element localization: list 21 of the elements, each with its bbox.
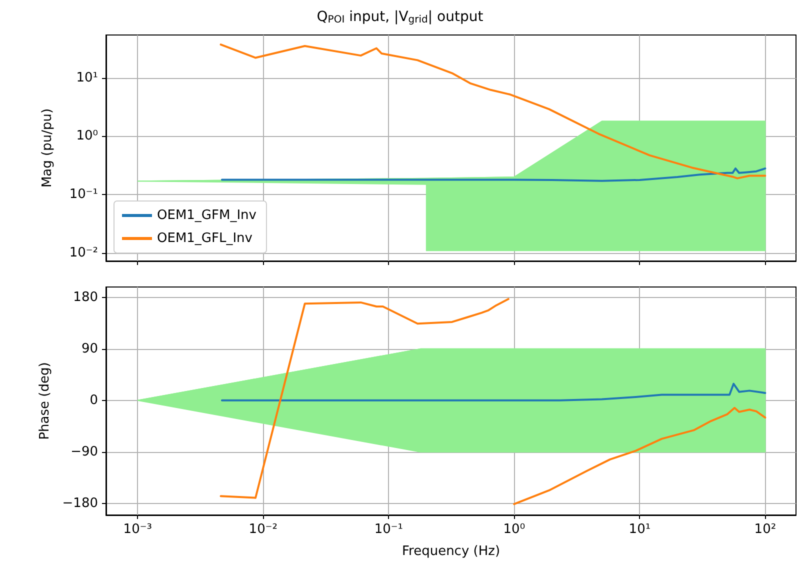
x-axis-title: Frequency (Hz): [402, 544, 500, 559]
x-tick-label: 10⁰: [503, 522, 526, 537]
legend-label: OEM1_GFM_Inv: [157, 208, 257, 223]
y-tick-label: 10¹: [76, 70, 98, 86]
x-tick-label: 10⁻³: [123, 522, 152, 537]
y-tick-label: 10⁻¹: [69, 187, 98, 202]
y-tick-label: 10⁰: [76, 128, 98, 144]
y-axis-title: Phase (deg): [37, 362, 52, 440]
legend-label: OEM1_GFL_Inv: [157, 231, 253, 246]
y-tick-label: −180: [62, 496, 98, 512]
y-tick-label: 180: [73, 290, 98, 305]
y-axis-title: Mag (pu/pu): [40, 108, 55, 188]
chart-title: QPOI input, |Vgrid| output: [316, 9, 484, 26]
x-tick-label: 10²: [754, 522, 776, 537]
y-tick-label: 0: [90, 392, 98, 408]
y-tick-label: 10⁻²: [69, 246, 98, 261]
x-tick-label: 10⁻¹: [374, 522, 403, 537]
x-tick-label: 10¹: [628, 522, 651, 537]
y-tick-label: −90: [70, 444, 98, 460]
x-tick-label: 10⁻²: [248, 522, 278, 537]
y-tick-label: 90: [81, 341, 98, 356]
